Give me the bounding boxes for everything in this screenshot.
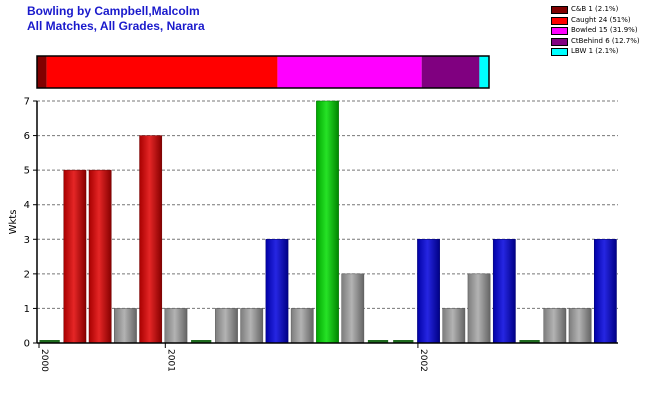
bar bbox=[290, 308, 314, 344]
x-tick-label: 2002 bbox=[418, 349, 428, 372]
summary-segment bbox=[479, 56, 489, 88]
bar bbox=[492, 239, 516, 344]
bar-zero bbox=[39, 340, 60, 343]
summary-segment bbox=[277, 56, 422, 88]
summary-segment bbox=[421, 56, 480, 88]
axes: 0 1 2 3 4 5 6 7 2000 2001 2002 Wkts bbox=[8, 97, 618, 372]
summary-segment bbox=[37, 56, 47, 88]
legend-label: C&B 1 (2.1%) bbox=[571, 5, 619, 13]
y-tick-label: 5 bbox=[24, 166, 30, 177]
bar bbox=[341, 273, 365, 344]
legend-swatch bbox=[551, 37, 568, 46]
y-tick-label: 4 bbox=[24, 200, 30, 211]
bar-zero bbox=[393, 340, 414, 343]
y-axis-label: Wkts bbox=[8, 210, 19, 235]
bar bbox=[593, 239, 617, 344]
bar bbox=[316, 100, 339, 344]
bar-zero bbox=[367, 340, 389, 343]
chart-subtitle: All Matches, All Grades, Narara bbox=[27, 19, 205, 33]
bar bbox=[240, 308, 264, 344]
y-tick-label: 2 bbox=[24, 269, 30, 280]
legend-label: CtBehind 6 (12.7%) bbox=[571, 36, 640, 45]
bar-zero bbox=[191, 340, 212, 343]
legend-swatch bbox=[551, 27, 568, 35]
bar bbox=[568, 308, 592, 344]
y-tick-label: 7 bbox=[24, 97, 30, 108]
y-tick-label: 0 bbox=[24, 339, 30, 350]
legend-label: Bowled 15 (31.9%) bbox=[571, 26, 638, 34]
legend-label: Caught 24 (51%) bbox=[571, 15, 631, 24]
dismissal-summary-bar bbox=[36, 55, 490, 89]
summary-frame bbox=[36, 55, 490, 89]
bar bbox=[543, 308, 567, 344]
bar bbox=[467, 273, 491, 344]
y-tick-label: 6 bbox=[24, 131, 30, 142]
y-tick-label: 3 bbox=[24, 235, 30, 246]
bar bbox=[88, 169, 112, 344]
bar bbox=[139, 135, 163, 344]
y-tick-label: 1 bbox=[24, 304, 30, 315]
chart-title: Bowling by Campbell,Malcolm bbox=[27, 4, 200, 18]
bar bbox=[114, 308, 137, 344]
legend-label: LBW 1 (2.1%) bbox=[571, 47, 619, 55]
bar bbox=[63, 169, 87, 344]
summary-segment bbox=[46, 56, 278, 88]
bar bbox=[417, 239, 440, 344]
bar-zero bbox=[519, 340, 540, 343]
x-tick-label: 2000 bbox=[39, 349, 49, 372]
bar-series bbox=[39, 100, 617, 344]
bar bbox=[164, 308, 188, 344]
bar bbox=[215, 308, 238, 344]
legend-swatch bbox=[551, 6, 568, 14]
legend-swatch bbox=[551, 16, 568, 25]
x-tick-label: 2001 bbox=[165, 349, 175, 372]
bar bbox=[442, 308, 466, 344]
bar bbox=[265, 239, 289, 344]
legend-swatch bbox=[551, 48, 568, 56]
